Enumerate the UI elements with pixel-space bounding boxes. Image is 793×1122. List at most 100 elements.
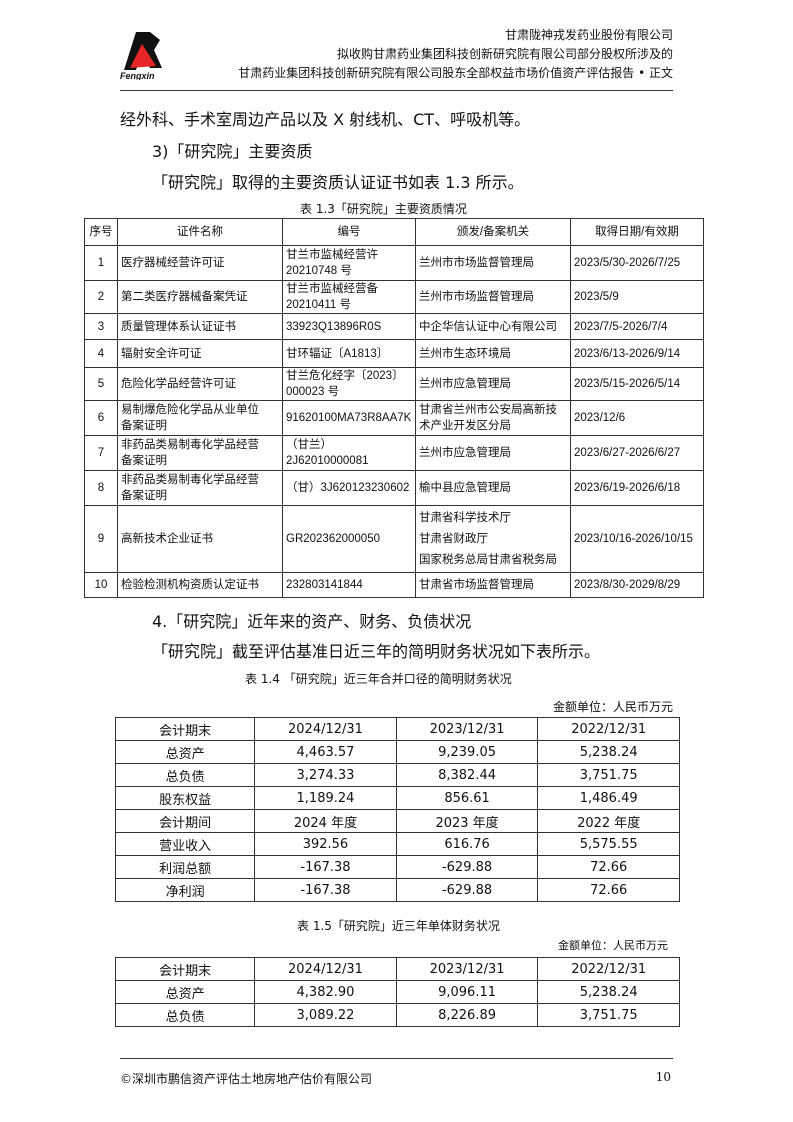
- table-cell: 856.61: [395, 786, 539, 810]
- table-cell: 医疗器械经营许可证: [117, 245, 283, 281]
- table-cell: 榆中县应急管理局: [415, 470, 571, 506]
- table-cell: 72.66: [537, 855, 680, 879]
- table-row: 股东权益 1,189.24 856.61 1,486.49: [114, 786, 680, 810]
- table-row: 9 高新技术企业证书 GR202362000050 甘肃省科学技术厅 甘肃省财政厅 国…: [84, 505, 704, 573]
- table-cell: 3,274.33: [254, 763, 397, 787]
- header-divider: [120, 90, 673, 91]
- table-cell: 9: [84, 505, 118, 573]
- table-cell: 2: [84, 280, 118, 314]
- table-cell: 1,189.24: [254, 786, 397, 810]
- table-cell: 2023/6/19-2026/6/18: [570, 470, 704, 506]
- qualification-table: 序号 证件名称 编号 颁发/备案机关 取得日期/有效期 1 医疗器械经营许可证 甘兰市监械经营…: [84, 218, 704, 598]
- table-row: 3 质量管理体系认证证书 33923Q13896R0S 中企华信认证中心有限公司 202…: [84, 313, 704, 340]
- table-caption: 表 1.4 「研究院」近三年合并口径的简明财务状况: [245, 672, 512, 686]
- company-logo: Fengxin: [120, 32, 162, 80]
- table-row: 总资产 4,382.90 9,096.11 5,238.24: [114, 980, 680, 1004]
- table-caption: 表 1.3「研究院」主要资质情况: [300, 202, 467, 216]
- table-row: 会计期间 2024 年度 2023 年度 2022 年度: [114, 809, 680, 833]
- table-cell: 4: [84, 339, 118, 368]
- table-cell: 2023/5/30-2026/7/25: [570, 245, 704, 281]
- table-row: 总资产 4,463.57 9,239.05 5,238.24: [114, 740, 680, 764]
- table-cell: 2024/12/31: [254, 957, 397, 981]
- consolidated-financial-table: 会计期末 2024/12/31 2023/12/31 2022/12/31 总资产 4,4…: [114, 717, 680, 902]
- table-cell: 检验检测机构资质认定证书: [117, 572, 283, 598]
- table-cell: 72.66: [537, 878, 680, 902]
- table-cell: 9,096.11: [395, 980, 539, 1004]
- column-header: 颁发/备案机关: [415, 218, 571, 246]
- header-line: 拟收购甘肃药业集团科技创新研究院有限公司部分股权所涉及的: [336, 47, 673, 61]
- table-cell: （甘兰） 2J62010000081: [282, 435, 416, 471]
- table-cell: 兰州市应急管理局: [415, 367, 571, 401]
- table-cell: -167.38: [254, 878, 397, 902]
- table-row: 4 辐射安全许可证 甘环辐证〔A1813〕 兰州市生态环境局 2023/6/13-202…: [84, 339, 704, 368]
- row-label: 总资产: [114, 740, 256, 764]
- table-cell: 4,382.90: [254, 980, 397, 1004]
- table-row: 2 第二类医疗器械备案凭证 甘兰市监械经营备 20210411 号兰州市市场监督管理…: [84, 280, 704, 314]
- table-cell: 高新技术企业证书: [117, 505, 283, 573]
- table-cell: 2023/7/5-2026/7/4: [570, 313, 704, 340]
- table-cell: 甘肃省市场监督管理局: [415, 572, 571, 598]
- table-cell: 兰州市市场监督管理局: [415, 280, 571, 314]
- row-label: 总资产: [114, 980, 256, 1004]
- column-header: 证件名称: [117, 218, 283, 246]
- footer-company: ©深圳市鹏信资产评估土地房地产估价有限公司: [120, 1072, 373, 1086]
- table-cell: 兰州市生态环境局: [415, 339, 571, 368]
- table-cell: 质量管理体系认证证书: [117, 313, 283, 340]
- table-cell: -629.88: [395, 878, 539, 902]
- table-cell: 危险化学品经营许可证: [117, 367, 283, 401]
- footer-divider: [120, 1058, 673, 1059]
- row-label: 营业收入: [114, 832, 256, 856]
- standalone-financial-table: 会计期末 2024/12/31 2023/12/31 2022/12/31 总资产 4,3…: [114, 957, 680, 1027]
- table-cell: 非药品类易制毒化学品经营 备案证明: [117, 435, 283, 471]
- table-cell: 1,486.49: [537, 786, 680, 810]
- table-cell: 1: [84, 245, 118, 281]
- page-number: 10: [655, 1070, 671, 1084]
- paragraph: 经外科、手术室周边产品以及 X 射线机、CT、呼吸机等。: [120, 110, 531, 129]
- table-row: 10 检验检测机构资质认定证书 232803141844 甘肃省市场监督管理局 2023…: [84, 572, 704, 598]
- table-cell: 易制爆危险化学品从业单位 备案证明: [117, 400, 283, 436]
- row-label: 会计期末: [114, 957, 256, 981]
- column-header: 序号: [84, 218, 118, 246]
- table-cell: 5,238.24: [537, 980, 680, 1004]
- table-cell: GR202362000050: [282, 505, 416, 573]
- table-cell: 2023/5/9: [570, 280, 704, 314]
- table-cell: 5,238.24: [537, 740, 680, 764]
- table-cell: 10: [84, 572, 118, 598]
- table-cell: 91620100MA73R8AA7K: [282, 400, 416, 436]
- table-cell: 2023/10/16-2026/10/15: [570, 505, 704, 573]
- section-heading: 4.「研究院」近年来的资产、财务、负债状况: [152, 612, 472, 631]
- table-cell: 2023/8/30-2029/8/29: [570, 572, 704, 598]
- row-label: 总负债: [114, 763, 256, 787]
- report-header: 甘肃陇神戎发药业股份有限公司 拟收购甘肃药业集团科技创新研究院有限公司部分股权所…: [238, 26, 673, 83]
- row-label: 净利润: [114, 878, 256, 902]
- table-cell: 中企华信认证中心有限公司: [415, 313, 571, 340]
- table-cell: 6: [84, 400, 118, 436]
- table-cell: 3: [84, 313, 118, 340]
- table-cell: 33923Q13896R0S: [282, 313, 416, 340]
- table-cell: -629.88: [395, 855, 539, 879]
- table-cell: （甘）3J620123230602: [282, 470, 416, 506]
- header-line: 甘肃陇神戎发药业股份有限公司: [504, 28, 673, 42]
- table-cell: 2023/5/15-2026/5/14: [570, 367, 704, 401]
- row-label: 股东权益: [114, 786, 256, 810]
- table-cell: 7: [84, 435, 118, 471]
- table-cell: 甘肃省科学技术厅 甘肃省财政厅 国家税务总局甘肃省税务局: [415, 505, 571, 573]
- table-row: 总负债 3,274.33 8,382.44 3,751.75: [114, 763, 680, 787]
- table-cell: 2022/12/31: [537, 717, 680, 741]
- row-label: 总负债: [114, 1003, 256, 1027]
- table-cell: 8,382.44: [395, 763, 539, 787]
- table-cell: 232803141844: [282, 572, 416, 598]
- table-cell: 2023/12/6: [570, 400, 704, 436]
- table-cell: 4,463.57: [254, 740, 397, 764]
- table-cell: 甘肃省兰州市公安局高新技 术产业开发区分局: [415, 400, 571, 436]
- table-cell: 甘兰市监械经营备 20210411 号: [282, 280, 416, 314]
- column-header: 取得日期/有效期: [570, 218, 704, 246]
- table-cell: 2023 年度: [395, 809, 539, 833]
- table-cell: 8: [84, 470, 118, 506]
- table-cell: 2023/6/27-2026/6/27: [570, 435, 704, 471]
- table-cell: 392.56: [254, 832, 397, 856]
- row-label: 会计期间: [114, 809, 256, 833]
- table-row: 5 危险化学品经营许可证 甘兰危化经字〔2023〕 000023 号兰州市应急管理局…: [84, 367, 704, 401]
- column-header: 编号: [282, 218, 416, 246]
- table-cell: 非药品类易制毒化学品经营 备案证明: [117, 470, 283, 506]
